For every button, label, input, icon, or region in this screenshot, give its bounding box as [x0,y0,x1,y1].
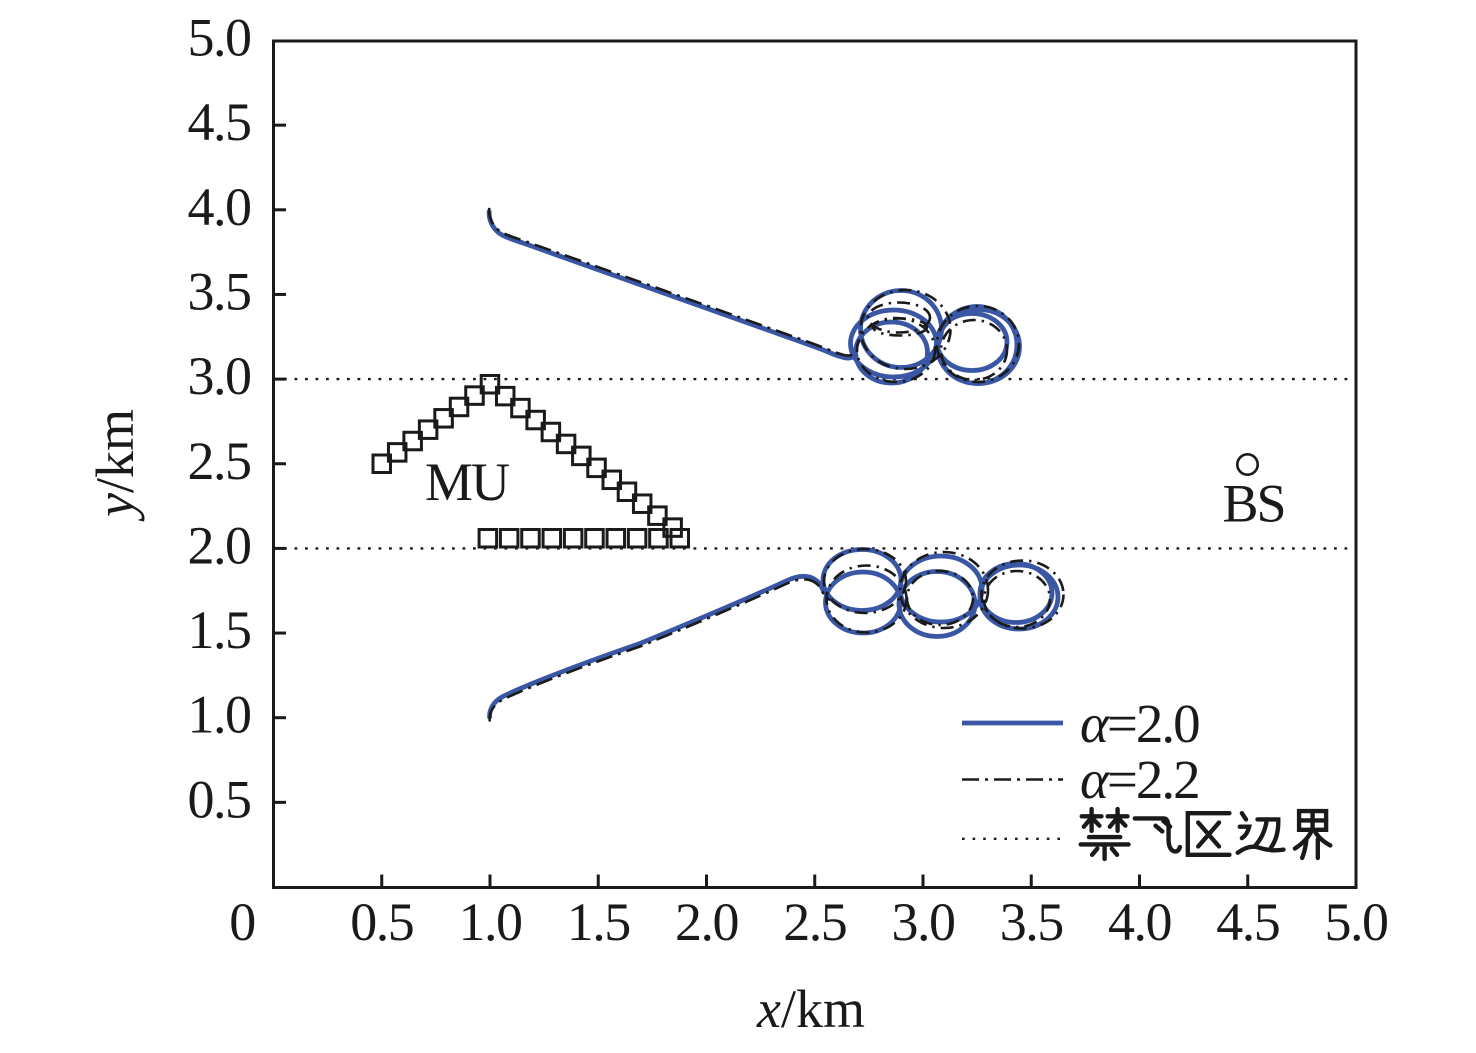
svg-text:2.0: 2.0 [188,515,251,575]
svg-text:1.5: 1.5 [188,600,251,660]
svg-text:1.5: 1.5 [567,892,630,952]
svg-text:x/km: x/km [756,979,865,1039]
svg-text:BS: BS [1222,474,1284,534]
svg-text:y/km: y/km [85,409,145,522]
svg-text:5.0: 5.0 [188,8,251,68]
svg-text:0.5: 0.5 [188,769,251,829]
svg-text:3.5: 3.5 [188,261,251,321]
svg-text:0.5: 0.5 [350,892,413,952]
svg-text:5.0: 5.0 [1325,892,1388,952]
svg-text:3.0: 3.0 [188,346,251,406]
svg-text:MU: MU [425,452,509,512]
svg-text:1.0: 1.0 [459,892,522,952]
svg-text:4.0: 4.0 [188,177,251,237]
svg-text:0: 0 [229,892,256,952]
svg-text:2.5: 2.5 [188,431,251,491]
svg-text:1.0: 1.0 [188,685,251,745]
svg-text:α=2.0: α=2.0 [1080,693,1199,754]
svg-text:4.5: 4.5 [1216,892,1279,952]
svg-text:2.0: 2.0 [675,892,738,952]
svg-text:α=2.2: α=2.2 [1080,749,1199,810]
svg-text:4.5: 4.5 [188,92,251,152]
svg-text:3.5: 3.5 [1000,892,1063,952]
svg-text:3.0: 3.0 [892,892,955,952]
svg-text:2.5: 2.5 [783,892,846,952]
svg-text:4.0: 4.0 [1108,892,1171,952]
